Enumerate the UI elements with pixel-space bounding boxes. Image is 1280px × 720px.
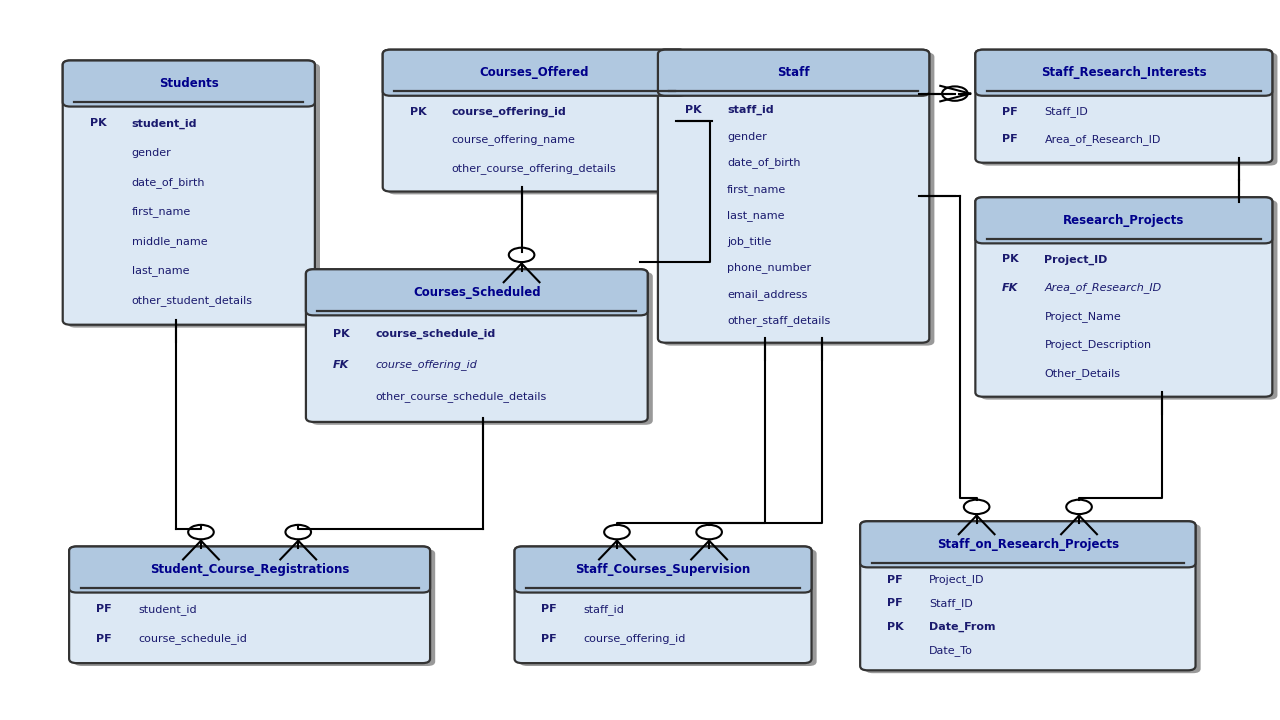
FancyBboxPatch shape [69, 546, 430, 663]
FancyBboxPatch shape [975, 50, 1272, 96]
Text: Area_of_Research_ID: Area_of_Research_ID [1044, 134, 1161, 145]
FancyBboxPatch shape [69, 546, 430, 593]
FancyBboxPatch shape [865, 524, 1201, 673]
FancyBboxPatch shape [68, 63, 320, 328]
Text: email_address: email_address [727, 289, 808, 300]
Text: Staff_Courses_Supervision: Staff_Courses_Supervision [576, 563, 750, 576]
Text: course_offering_id: course_offering_id [375, 359, 477, 370]
Text: PF: PF [887, 598, 902, 608]
Text: course_offering_id: course_offering_id [584, 634, 686, 644]
Text: PK: PK [685, 105, 701, 115]
FancyBboxPatch shape [658, 50, 929, 96]
FancyBboxPatch shape [515, 546, 812, 663]
Text: other_course_offering_details: other_course_offering_details [452, 163, 617, 174]
FancyBboxPatch shape [975, 197, 1272, 397]
FancyBboxPatch shape [860, 521, 1196, 670]
Text: course_schedule_id: course_schedule_id [375, 328, 495, 338]
FancyBboxPatch shape [658, 50, 929, 343]
Text: Date_From: Date_From [929, 621, 996, 632]
Text: other_course_schedule_details: other_course_schedule_details [375, 391, 547, 402]
Text: PK: PK [90, 119, 106, 128]
Text: other_student_details: other_student_details [132, 295, 253, 306]
Text: PF: PF [96, 604, 111, 614]
Text: Project_ID: Project_ID [1044, 254, 1108, 265]
Text: Staff_Research_Interests: Staff_Research_Interests [1041, 66, 1207, 79]
Text: other_staff_details: other_staff_details [727, 315, 831, 326]
FancyBboxPatch shape [306, 269, 648, 315]
Text: Date_To: Date_To [929, 644, 973, 655]
Text: PF: PF [541, 604, 557, 614]
Text: last_name: last_name [727, 210, 785, 221]
Text: student_id: student_id [132, 118, 197, 129]
FancyBboxPatch shape [311, 272, 653, 425]
Text: Staff: Staff [777, 66, 810, 79]
Text: Courses_Scheduled: Courses_Scheduled [413, 286, 540, 299]
Text: last_name: last_name [132, 266, 189, 276]
FancyBboxPatch shape [63, 60, 315, 107]
Text: Staff_ID: Staff_ID [1044, 106, 1088, 117]
Text: Staff_ID: Staff_ID [929, 598, 973, 608]
Text: student_id: student_id [138, 604, 197, 615]
Text: Area_of_Research_ID: Area_of_Research_ID [1044, 282, 1162, 293]
Text: first_name: first_name [727, 184, 786, 194]
FancyBboxPatch shape [63, 60, 315, 325]
FancyBboxPatch shape [663, 53, 934, 346]
Text: middle_name: middle_name [132, 236, 207, 247]
FancyBboxPatch shape [520, 549, 817, 666]
Text: Project_Name: Project_Name [1044, 311, 1121, 322]
FancyBboxPatch shape [860, 521, 1196, 567]
Text: first_name: first_name [132, 207, 191, 217]
Text: PK: PK [887, 621, 904, 631]
Text: course_offering_name: course_offering_name [452, 135, 576, 145]
FancyBboxPatch shape [74, 549, 435, 666]
Text: Other_Details: Other_Details [1044, 368, 1120, 379]
Text: FK: FK [333, 360, 349, 370]
Text: date_of_birth: date_of_birth [132, 177, 205, 188]
Text: phone_number: phone_number [727, 263, 812, 274]
Text: Project_Description: Project_Description [1044, 339, 1152, 350]
Text: Staff_on_Research_Projects: Staff_on_Research_Projects [937, 538, 1119, 551]
Text: FK: FK [1002, 283, 1019, 293]
Text: Courses_Offered: Courses_Offered [480, 66, 589, 79]
FancyBboxPatch shape [306, 269, 648, 422]
Text: PF: PF [887, 575, 902, 585]
Text: gender: gender [132, 148, 172, 158]
FancyBboxPatch shape [388, 53, 691, 194]
Text: PF: PF [1002, 107, 1018, 117]
Text: Student_Course_Registrations: Student_Course_Registrations [150, 563, 349, 576]
Text: Project_ID: Project_ID [929, 575, 984, 585]
Text: job_title: job_title [727, 236, 772, 247]
Text: PF: PF [541, 634, 557, 644]
Text: Students: Students [159, 77, 219, 90]
Text: course_schedule_id: course_schedule_id [138, 634, 247, 644]
Text: course_offering_id: course_offering_id [452, 107, 567, 117]
Text: PF: PF [96, 634, 111, 644]
FancyBboxPatch shape [975, 197, 1272, 243]
FancyBboxPatch shape [383, 50, 686, 192]
Text: gender: gender [727, 132, 767, 142]
Text: staff_id: staff_id [727, 105, 773, 115]
FancyBboxPatch shape [383, 50, 686, 96]
Text: PF: PF [1002, 135, 1018, 145]
Text: date_of_birth: date_of_birth [727, 158, 800, 168]
FancyBboxPatch shape [515, 546, 812, 593]
Text: Research_Projects: Research_Projects [1064, 214, 1184, 227]
Text: PK: PK [333, 328, 349, 338]
Text: staff_id: staff_id [584, 604, 625, 615]
Text: PK: PK [1002, 254, 1019, 264]
Text: PK: PK [410, 107, 426, 117]
FancyBboxPatch shape [975, 50, 1272, 163]
FancyBboxPatch shape [980, 200, 1277, 400]
FancyBboxPatch shape [980, 53, 1277, 166]
